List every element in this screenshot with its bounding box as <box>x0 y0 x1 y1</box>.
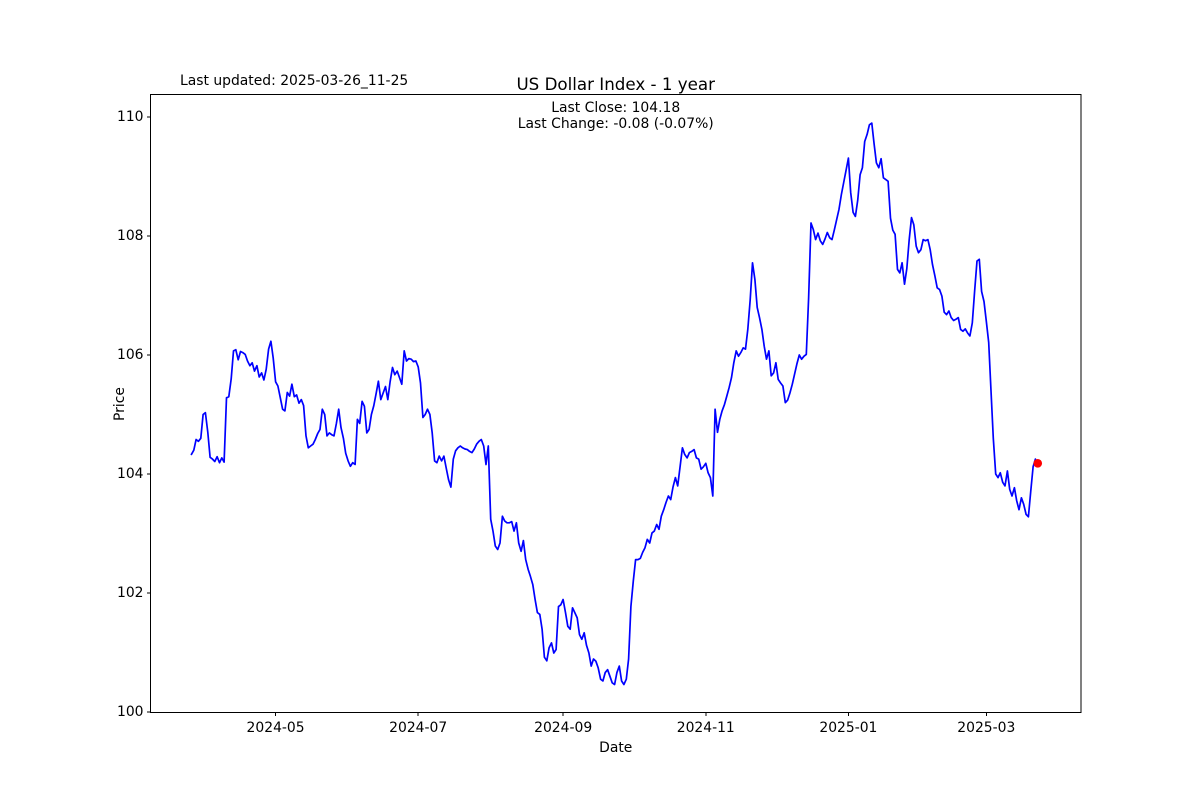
last-price-marker <box>1033 458 1043 468</box>
y-tick-label: 106 <box>116 346 144 363</box>
y-tick-label: 100 <box>116 703 144 720</box>
plot-border <box>150 94 1082 713</box>
x-tick-label: 2024-11 <box>676 719 735 736</box>
x-tick-label: 2025-01 <box>819 719 878 736</box>
y-tick-label: 104 <box>116 465 144 482</box>
last-updated-text: Last updated: 2025-03-26_11-25 <box>180 73 409 89</box>
last-close-line: Last Close: 104.18 <box>551 99 681 116</box>
y-axis-label: Price <box>111 386 128 421</box>
x-tick-label: 2024-05 <box>246 719 305 736</box>
last-change-line: Last Change: -0.08 (-0.07%) <box>517 116 714 133</box>
x-tick-label: 2025-03 <box>957 719 1016 736</box>
x-tick-label: 2024-07 <box>389 719 448 736</box>
last-close-annotation: Last Close: 104.18 Last Change: -0.08 (-… <box>518 100 714 133</box>
y-tick-label: 108 <box>116 227 144 244</box>
y-tick-label: 110 <box>116 108 144 125</box>
x-axis-label: Date <box>599 739 633 756</box>
price-line <box>190 122 1039 686</box>
y-tick-label: 102 <box>116 584 144 601</box>
x-tick-label: 2024-09 <box>534 719 593 736</box>
chart-title: US Dollar Index - 1 year <box>516 74 716 94</box>
